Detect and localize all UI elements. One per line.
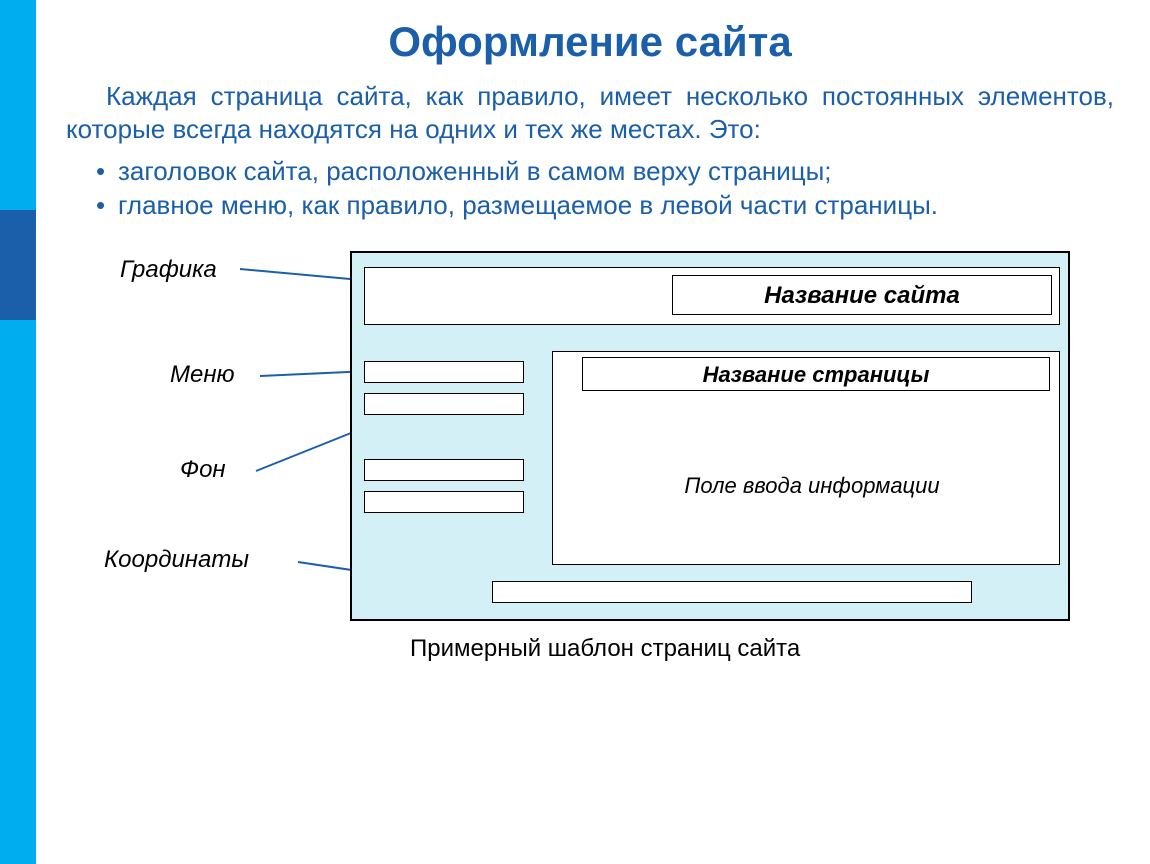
side-accent-block xyxy=(0,210,36,320)
label-menu: Меню xyxy=(170,361,235,389)
bullet-item: • главное меню, как правило, размещаемое… xyxy=(96,189,1120,223)
bullet-item: • заголовок сайта, расположенный в самом… xyxy=(96,155,1120,189)
template-content-label: Поле ввода информации xyxy=(602,473,1022,499)
diagram-caption: Примерный шаблон страниц сайта xyxy=(410,635,800,663)
template-menu-item xyxy=(364,361,524,383)
bullet-list: • заголовок сайта, расположенный в самом… xyxy=(96,155,1120,223)
intro-paragraph: Каждая страница сайта, как правило, имее… xyxy=(66,80,1114,145)
template-site-name: Название сайта xyxy=(672,275,1052,315)
bullet-text: главное меню, как правило, размещаемое в… xyxy=(118,189,1120,223)
bullet-dot: • xyxy=(96,155,118,189)
label-background: Фон xyxy=(180,456,226,484)
label-graphics: Графика xyxy=(120,256,217,284)
label-coords: Координаты xyxy=(104,546,249,574)
template-menu-item xyxy=(364,393,524,415)
bullet-dot: • xyxy=(96,189,118,223)
template-menu-item xyxy=(364,491,524,513)
bullet-text: заголовок сайта, расположенный в самом в… xyxy=(118,155,1120,189)
template-menu-item xyxy=(364,459,524,481)
side-stripe xyxy=(0,0,36,864)
template-page-name: Название страницы xyxy=(582,357,1050,391)
slide-content: Оформление сайта Каждая страница сайта, … xyxy=(60,18,1120,661)
slide-title: Оформление сайта xyxy=(60,18,1120,66)
template-footer-coords xyxy=(492,581,972,603)
diagram: Графика Меню Фон Координаты Название сай… xyxy=(60,241,1120,661)
page-template-mockup: Название сайта Название страницы Поле вв… xyxy=(350,251,1070,621)
